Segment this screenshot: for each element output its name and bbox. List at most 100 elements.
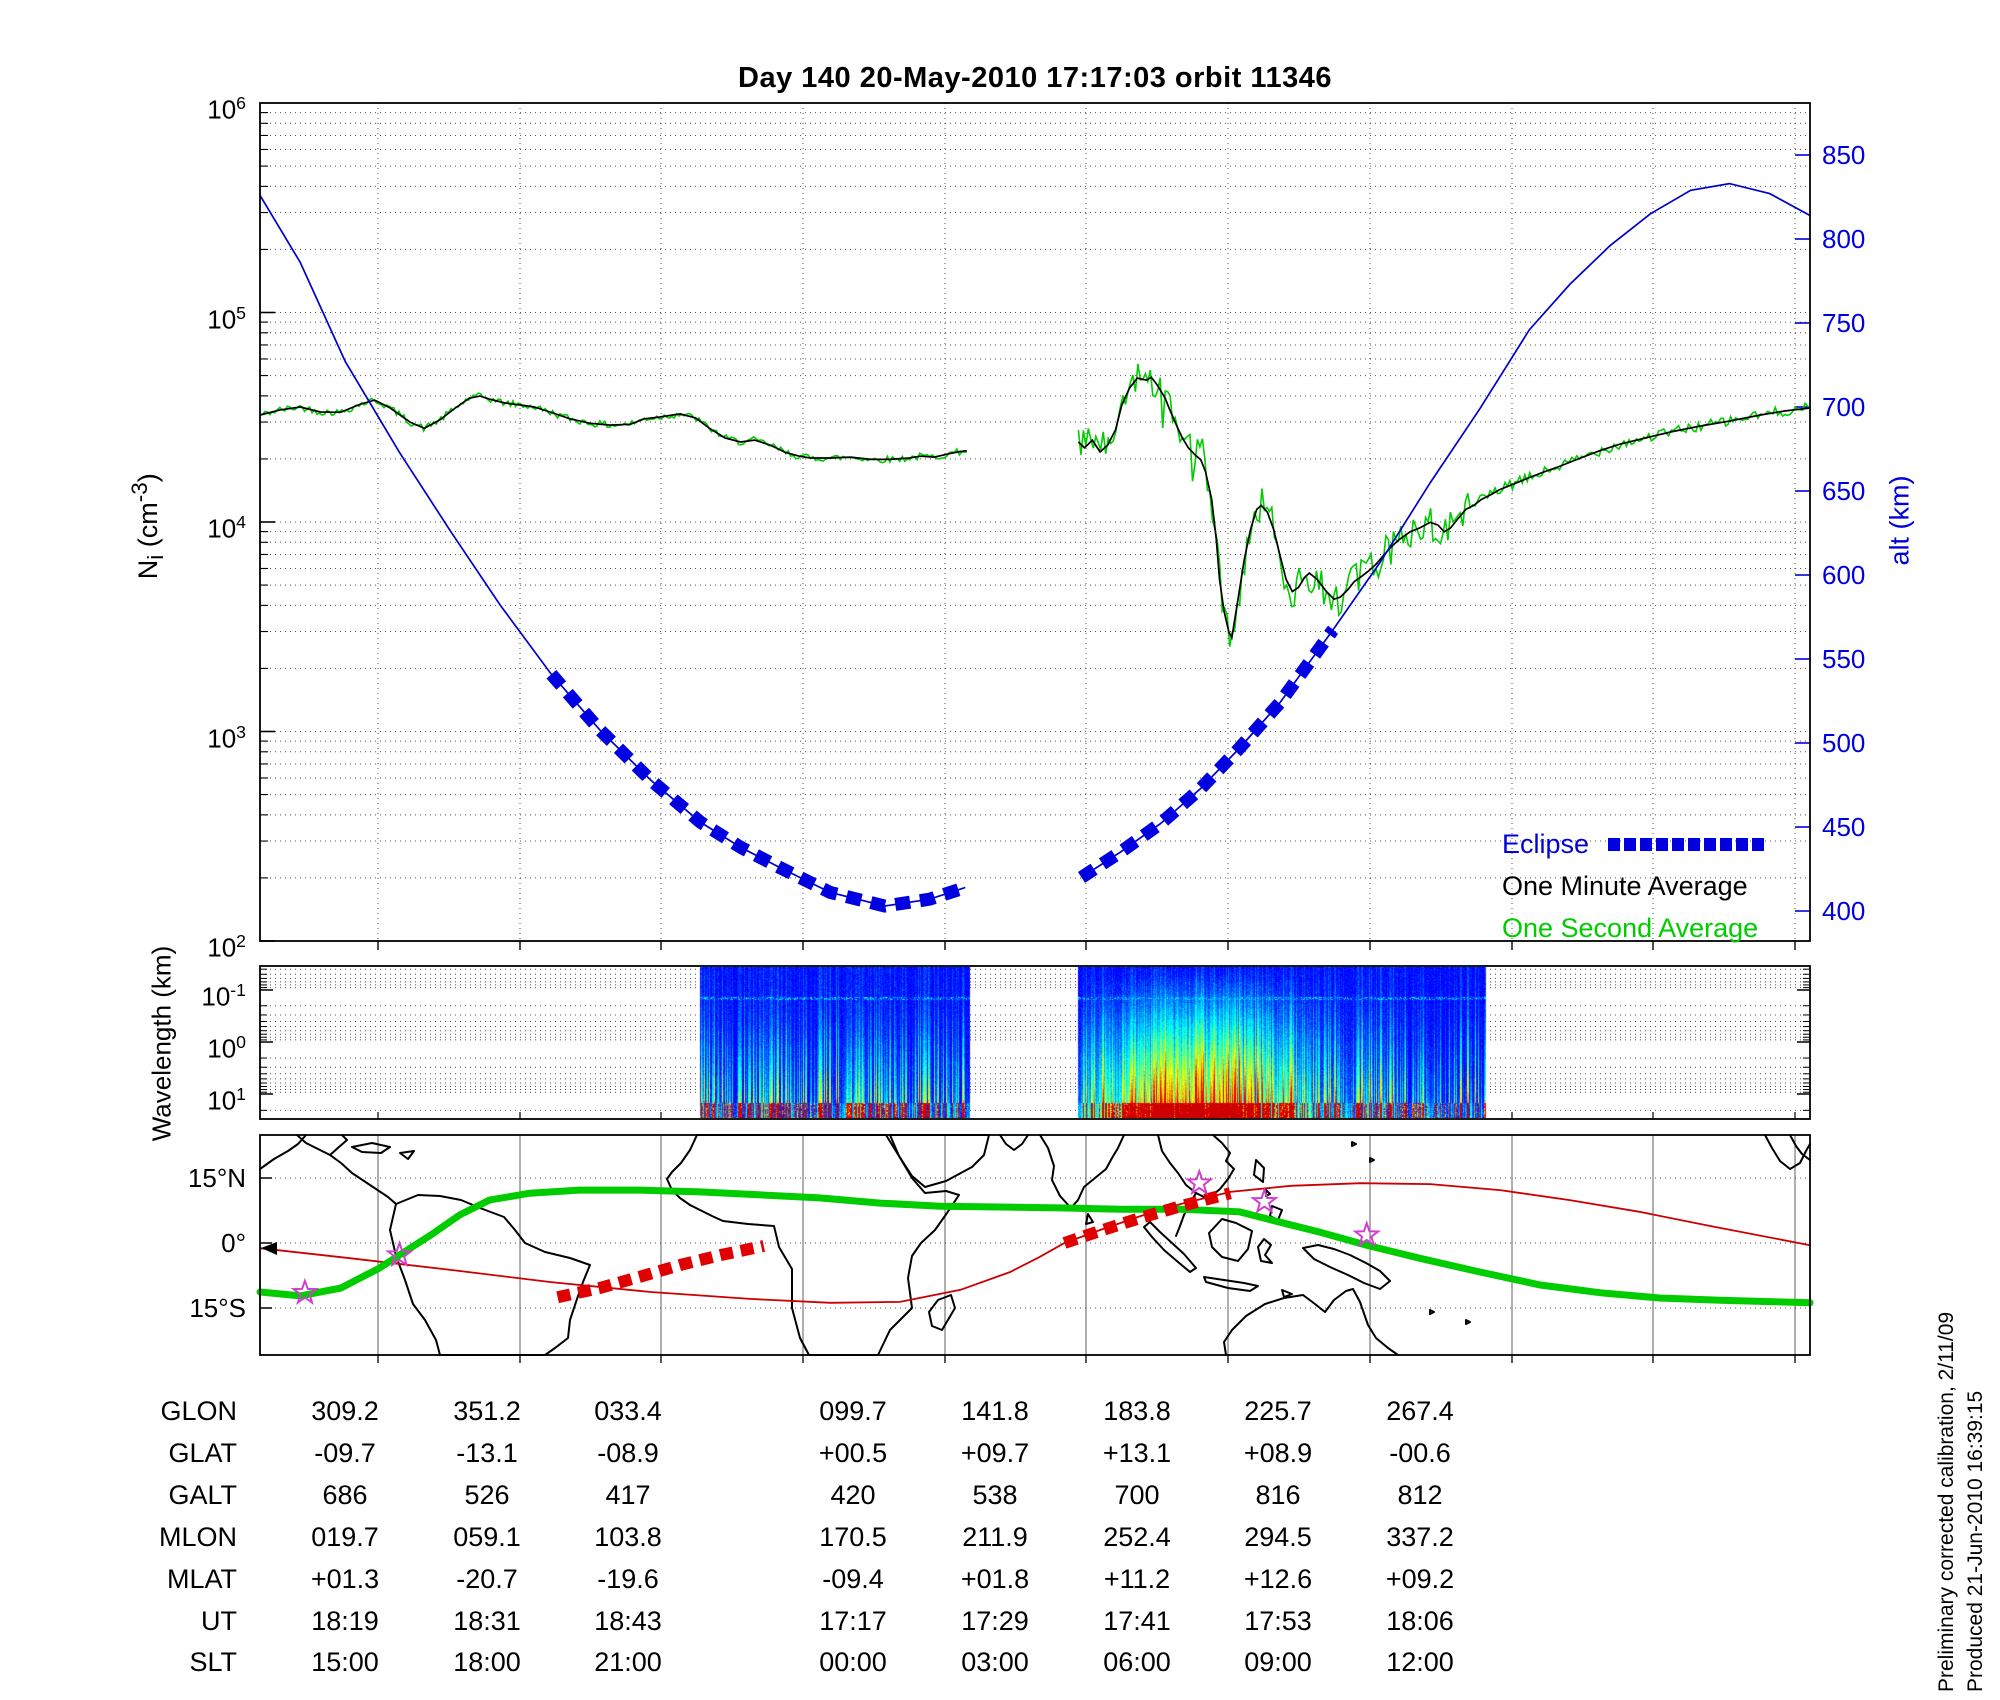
table-cell-slt-5: 06:00 — [1103, 1647, 1171, 1678]
legend-item-one-minute-average: One Minute Average — [1502, 871, 1748, 901]
table-cell-ut-6: 17:53 — [1244, 1605, 1312, 1636]
coastline — [1789, 1134, 1811, 1161]
table-cell-mlat-3: -09.4 — [822, 1563, 884, 1594]
eclipse-legend-dash — [1640, 838, 1652, 851]
table-cell-galt-1: 526 — [464, 1479, 510, 1510]
one-second-average-line — [1077, 363, 1811, 647]
table-cell-glon-2: 033.4 — [594, 1396, 662, 1426]
coastline — [329, 1134, 348, 1156]
coastline — [1203, 1276, 1259, 1292]
map-lat-label: 0° — [221, 1228, 246, 1258]
page-title: Day 140 20-May-2010 17:17:03 orbit 11346 — [738, 62, 1332, 94]
alt-tick-label: 850 — [1822, 140, 1866, 170]
one-minute-average-line — [1077, 376, 1811, 641]
eclipse-legend-dash — [1688, 838, 1700, 851]
station-star-marker — [1352, 1220, 1381, 1248]
table-row-label-galt: GALT — [168, 1479, 237, 1510]
table-cell-mlon-2: 103.8 — [594, 1521, 662, 1552]
table-cell-mlon-5: 252.4 — [1103, 1521, 1171, 1552]
alt-tick-label: 800 — [1822, 224, 1866, 254]
table-cell-glon-1: 351.2 — [453, 1396, 521, 1426]
table-row-label-glat: GLAT — [168, 1437, 237, 1468]
coastline — [666, 1134, 960, 1356]
alt-tick-label: 550 — [1822, 644, 1866, 674]
eclipse-legend-dash — [1704, 838, 1716, 851]
table-cell-ut-7: 18:06 — [1386, 1605, 1454, 1636]
table-cell-glon-7: 267.4 — [1386, 1396, 1454, 1426]
alt-tick-label: 450 — [1822, 812, 1866, 842]
coastline — [1281, 1289, 1293, 1298]
eclipse-legend-dash — [1720, 838, 1732, 851]
ni-tick-label: 106 — [207, 93, 246, 125]
coastline — [1257, 1238, 1273, 1264]
table-cell-mlon-1: 059.1 — [453, 1521, 521, 1552]
table-cell-slt-0: 15:00 — [311, 1647, 379, 1678]
eclipse-dashed-segment — [546, 669, 968, 913]
note-line-2: Produced 21-Jun-2010 16:39:15 — [1964, 1390, 1987, 1692]
legend-item-one-second-average: One Second Average — [1502, 913, 1759, 943]
coastline — [1764, 1134, 1811, 1170]
ni-tick-label: 103 — [207, 721, 246, 754]
table-cell-glat-2: -08.9 — [597, 1437, 659, 1468]
alt-tick-label: 750 — [1822, 308, 1866, 338]
coastline — [1208, 1218, 1253, 1262]
table-row-label-ut: UT — [201, 1605, 237, 1636]
table-cell-galt-5: 700 — [1114, 1479, 1160, 1510]
table-cell-slt-7: 12:00 — [1386, 1647, 1454, 1678]
table-cell-glat-4: +09.7 — [960, 1437, 1030, 1468]
table-cell-glat-3: +00.5 — [818, 1437, 888, 1468]
table-cell-ut-1: 18:31 — [453, 1605, 521, 1636]
wavelength-panel-border — [259, 965, 1811, 1120]
table-cell-galt-0: 686 — [322, 1479, 368, 1510]
altitude-line — [1081, 182, 1811, 879]
eclipse-legend-dash — [1672, 838, 1684, 851]
table-cell-slt-1: 18:00 — [453, 1647, 521, 1678]
map-lat-label: 15°S — [189, 1293, 246, 1323]
table-cell-ut-5: 17:41 — [1103, 1605, 1171, 1636]
one-minute-average-line — [259, 395, 967, 461]
table-row-label-slt: SLT — [189, 1647, 237, 1678]
coastline — [351, 1142, 391, 1154]
alt-tick-label: 500 — [1822, 728, 1866, 758]
table-row-label-glon: GLON — [160, 1396, 237, 1426]
green-ground-track — [256, 1186, 1814, 1307]
eclipse-legend-dash — [1656, 838, 1668, 851]
eclipse-legend-dash — [1752, 838, 1764, 851]
production-note: Preliminary corrected calibration, 2/11/… — [1932, 1312, 1990, 1692]
table-cell-slt-2: 21:00 — [594, 1647, 662, 1678]
coastline — [1465, 1319, 1471, 1325]
red-eclipse-dashed-track — [556, 1240, 766, 1304]
table-cell-glat-0: -09.7 — [314, 1437, 376, 1468]
note-line-1: Preliminary corrected calibration, 2/11/… — [1935, 1311, 1958, 1692]
ni-tick-label: 105 — [207, 302, 246, 335]
station-star-marker — [385, 1240, 414, 1268]
eclipse-legend-dash — [1624, 838, 1636, 851]
ni-tick-label: 104 — [207, 512, 246, 544]
track-start-arrow — [261, 1242, 277, 1255]
table-cell-ut-2: 18:43 — [594, 1605, 662, 1636]
table-cell-ut-4: 17:29 — [961, 1605, 1029, 1636]
alt-tick-label: 700 — [1822, 392, 1866, 422]
coastline — [259, 1134, 307, 1170]
table-cell-mlon-3: 170.5 — [819, 1521, 887, 1552]
table-cell-glat-5: +13.1 — [1102, 1437, 1172, 1468]
coastline — [296, 1134, 397, 1205]
table-cell-glon-3: 099.7 — [819, 1396, 887, 1426]
one-second-average-line — [259, 392, 967, 465]
coastline — [1223, 1288, 1399, 1356]
wavelength-tick-label: 100 — [207, 1032, 246, 1064]
table-row-label-mlat: MLAT — [166, 1563, 237, 1594]
eclipse-dashed-segment — [1077, 625, 1339, 883]
table-cell-mlat-5: +11.2 — [1103, 1563, 1171, 1594]
table-cell-mlat-7: +09.2 — [1385, 1563, 1455, 1594]
wavelength-spectrogram-canvas — [261, 967, 1809, 1118]
table-cell-galt-6: 816 — [1255, 1479, 1301, 1510]
table-cell-mlon-0: 019.7 — [311, 1521, 379, 1552]
table-cell-glat-1: -13.1 — [456, 1437, 518, 1468]
map-lat-label: 15°N — [187, 1163, 246, 1193]
coastline — [1369, 1157, 1375, 1163]
alt-tick-label: 400 — [1822, 896, 1866, 926]
alt-axis-label: alt (km) — [1884, 475, 1915, 566]
coastline — [889, 1134, 990, 1188]
